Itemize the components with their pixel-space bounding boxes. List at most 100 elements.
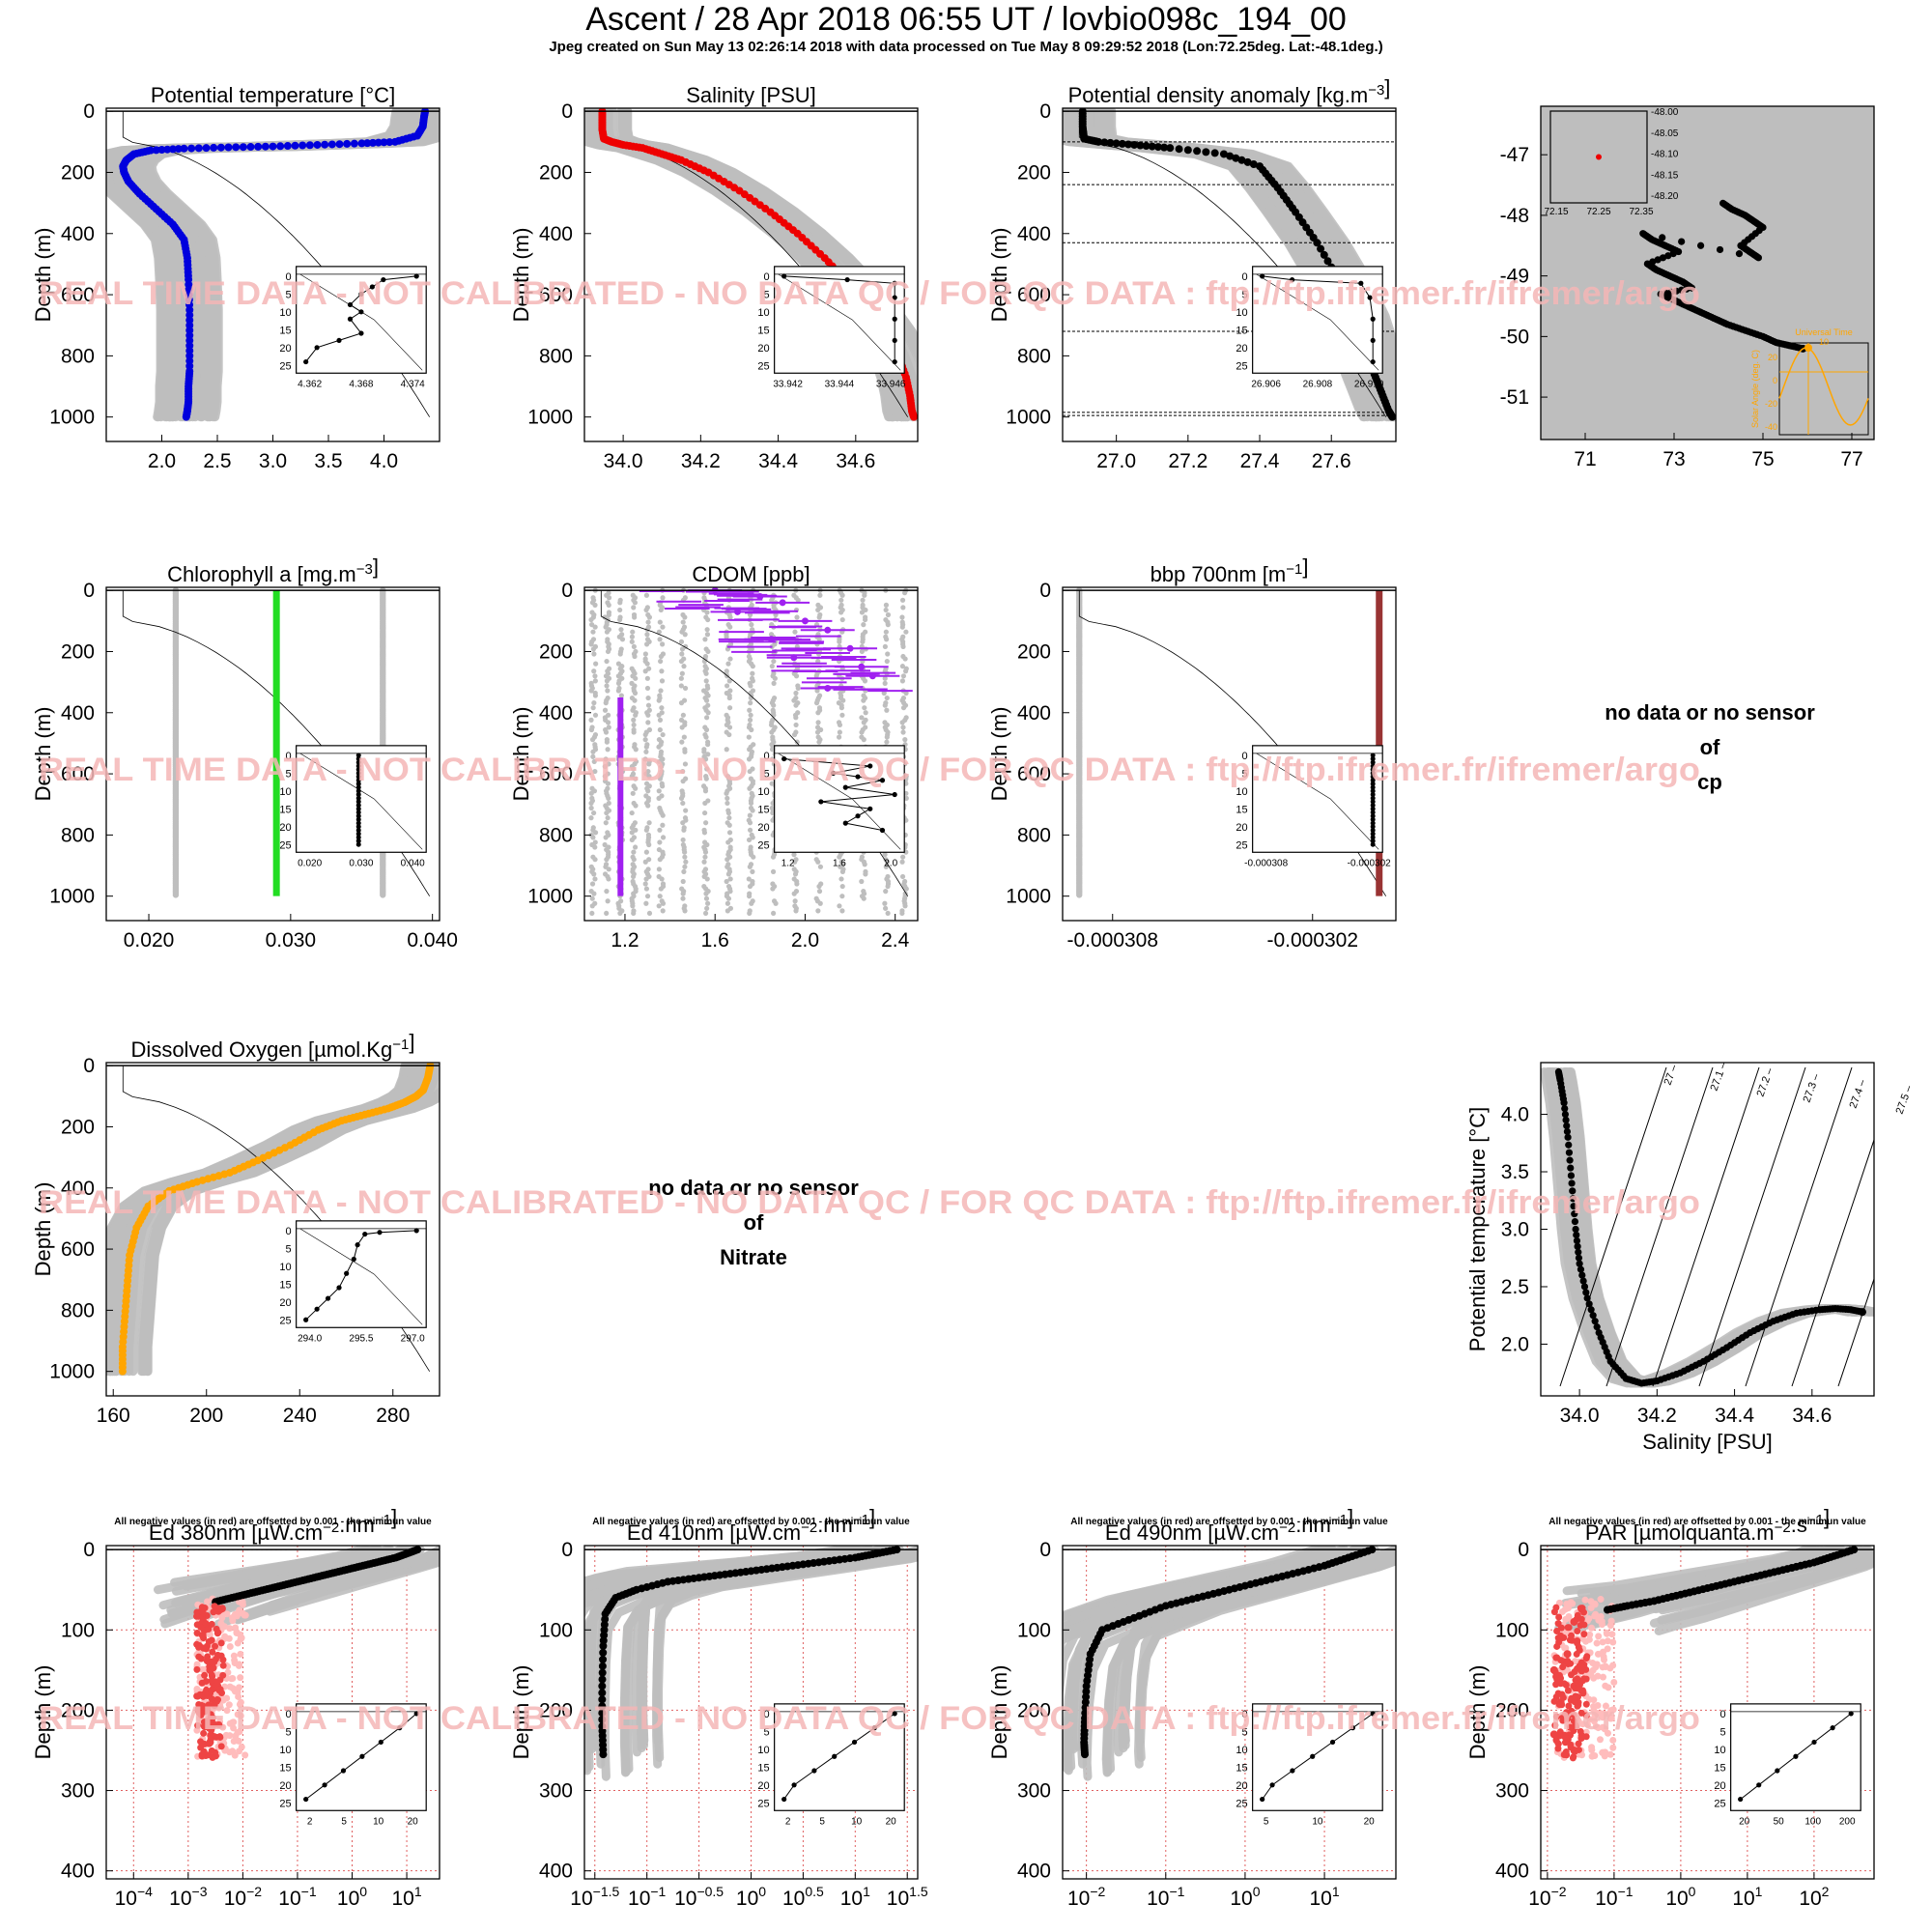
data-point — [180, 144, 188, 153]
history-point — [816, 889, 823, 895]
history-point — [792, 629, 798, 635]
position-y-tick-label: -48.00 — [1651, 107, 1679, 118]
negative-history-point — [1591, 1752, 1599, 1760]
inset-x-tick-label: 20 — [1739, 1816, 1750, 1827]
negative-data-point — [1574, 1627, 1581, 1634]
negative-data-point — [199, 1702, 207, 1710]
history-point — [747, 820, 753, 826]
history-point — [643, 876, 649, 882]
history-point — [884, 695, 890, 701]
history-point — [705, 900, 711, 906]
history-point — [885, 651, 891, 657]
isopycnal-line — [1605, 1066, 1714, 1387]
inset-data-point — [1370, 770, 1376, 776]
history-point — [660, 822, 666, 828]
plot-area-sal — [584, 108, 918, 422]
history-point — [591, 651, 597, 657]
inset-data-point — [355, 831, 361, 837]
negative-data-point — [1575, 1643, 1582, 1651]
negative-history-point — [206, 1631, 213, 1638]
negative-history-point — [1588, 1624, 1596, 1632]
history-point — [679, 739, 685, 745]
history-point — [861, 622, 867, 628]
negative-data-point — [195, 1653, 203, 1661]
data-point — [779, 599, 786, 607]
history-point — [606, 795, 611, 801]
x-tick-label: 102 — [1799, 1884, 1829, 1910]
inset-y-tick-label: 25 — [757, 360, 769, 372]
inset-y-tick-label: 0 — [286, 1226, 292, 1237]
history-point — [678, 639, 685, 644]
history-point — [726, 678, 732, 684]
history-point — [883, 629, 889, 635]
inset-data-point — [1290, 1768, 1295, 1774]
panel-title: Chlorophyll a [mg.m−3] — [167, 554, 379, 586]
history-point — [588, 815, 594, 821]
negative-data-point — [1570, 1711, 1577, 1719]
history-point — [602, 774, 608, 780]
history-point — [591, 700, 597, 706]
data-point — [599, 1641, 608, 1650]
history-point — [702, 756, 709, 762]
data-point — [1583, 1294, 1591, 1302]
negative-data-point — [1561, 1739, 1569, 1747]
data-point — [1567, 1164, 1575, 1172]
inset-data-point — [351, 1256, 356, 1263]
history-point — [816, 883, 822, 890]
data-point — [276, 142, 285, 151]
x-tick-label: 100 — [1230, 1884, 1260, 1910]
history-point — [643, 749, 649, 754]
history-point — [380, 892, 386, 898]
inset-y-tick-label: 0 — [1720, 1709, 1726, 1720]
negative-data-point — [197, 1738, 205, 1746]
history-point — [656, 903, 662, 909]
negative-history-point — [223, 1694, 231, 1702]
negative-history-point — [1590, 1718, 1598, 1725]
history-point — [591, 758, 597, 765]
data-point — [1106, 138, 1115, 147]
history-point — [646, 761, 652, 767]
history-point — [590, 629, 596, 635]
inset-y-tick-label: 15 — [1714, 1762, 1725, 1774]
negative-data-point — [209, 1686, 216, 1693]
history-point — [746, 876, 752, 882]
inset-x-tick-label: 2 — [785, 1816, 791, 1827]
inset-data-point — [1370, 1711, 1376, 1717]
y-tick-label: 400 — [1495, 1861, 1529, 1883]
negative-history-point — [1604, 1729, 1611, 1737]
inset-data-point — [413, 1711, 419, 1717]
y-tick-label: -51 — [1500, 386, 1529, 409]
history-point — [724, 800, 730, 807]
inset-data-point — [1358, 280, 1364, 286]
history-profile — [1651, 1553, 1874, 1614]
history-point — [750, 835, 755, 840]
history-point — [838, 597, 844, 603]
data-point — [1568, 1179, 1576, 1187]
history-point — [884, 637, 890, 642]
history-point — [882, 900, 888, 906]
history-point — [606, 761, 611, 767]
history-profile — [1063, 108, 1376, 422]
history-point — [643, 592, 650, 598]
inset-data-point — [362, 1231, 368, 1237]
history-point — [656, 795, 662, 801]
negative-data-point — [1553, 1676, 1561, 1684]
solar-y-tick-label: -40 — [1765, 422, 1777, 432]
data-point — [254, 142, 263, 151]
history-point — [727, 705, 733, 711]
negative-history-point — [1602, 1682, 1609, 1690]
data-point — [598, 1689, 607, 1697]
history-point — [657, 619, 663, 625]
data-point — [321, 140, 329, 149]
history-point — [884, 658, 890, 665]
isopycnal-label: 27.1 – — [1709, 1060, 1730, 1093]
inset-data-point — [355, 795, 361, 801]
negative-data-point — [1574, 1664, 1581, 1672]
x-tick-label: 27.4 — [1240, 450, 1280, 472]
negative-history-point — [242, 1611, 249, 1619]
no-data-nitrate: no data or no sensor of Nitrate — [648, 1176, 859, 1269]
data-point — [1166, 144, 1175, 153]
history-point — [769, 664, 775, 669]
plot-area-par — [1541, 1546, 1874, 1879]
data-point — [269, 142, 277, 151]
